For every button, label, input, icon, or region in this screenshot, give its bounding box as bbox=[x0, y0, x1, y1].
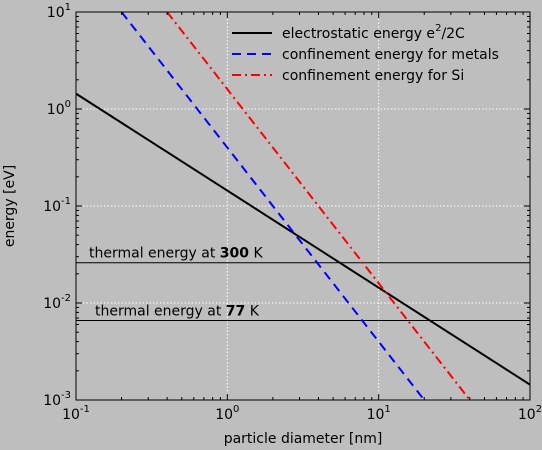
y-tick-label-exp: 1 bbox=[65, 2, 71, 13]
annotation-post: K bbox=[249, 246, 263, 262]
series-line-metals bbox=[120, 12, 426, 400]
annotation-pre: thermal energy at bbox=[95, 304, 226, 320]
y-tick-label: 10-3 bbox=[43, 390, 71, 409]
legend-label-si: confinement energy for Si bbox=[282, 68, 464, 84]
legend-label-sup: 2 bbox=[435, 23, 441, 34]
y-tick-label-base: 10 bbox=[43, 199, 61, 215]
x-tick-label-exp: -1 bbox=[80, 404, 90, 415]
y-tick-label-base: 10 bbox=[47, 102, 65, 118]
annotation-t300: thermal energy at 300 K bbox=[89, 246, 263, 262]
legend: electrostatic energy e2/2C confinement en… bbox=[232, 23, 499, 84]
y-tick-label-exp: 0 bbox=[65, 99, 71, 110]
legend-label-electrostatic: electrostatic energy e2/2C bbox=[282, 23, 465, 42]
x-tick-label: 10-1 bbox=[62, 404, 90, 423]
y-tick-label-base: 10 bbox=[47, 5, 65, 21]
x-tick-label: 101 bbox=[367, 404, 391, 423]
series-line-electrostatic bbox=[76, 92, 530, 386]
y-tick-label: 10-2 bbox=[43, 293, 71, 312]
thermal-lines bbox=[76, 262, 530, 322]
legend-label-tail: /2C bbox=[441, 26, 465, 42]
y-tick-label-exp: -2 bbox=[61, 293, 71, 304]
y-tick-label: 10-1 bbox=[43, 196, 71, 215]
y-tick-label: 100 bbox=[47, 99, 71, 118]
annotation-bold: 300 bbox=[220, 246, 249, 262]
x-tick-label: 102 bbox=[518, 404, 542, 423]
x-tick-label-exp: 1 bbox=[384, 404, 390, 415]
y-tick-label-exp: -1 bbox=[61, 196, 71, 207]
x-tick-label-base: 10 bbox=[367, 407, 385, 423]
x-tick-label-exp: 0 bbox=[233, 404, 239, 415]
annotation-t77: thermal energy at 77 K bbox=[95, 304, 260, 320]
annotation-post: K bbox=[245, 304, 259, 320]
legend-label-metals: confinement energy for metals bbox=[282, 47, 499, 63]
legend-label-main: confinement energy for metals bbox=[282, 47, 499, 63]
y-tick-label-base: 10 bbox=[43, 296, 61, 312]
series-line-si bbox=[166, 12, 471, 400]
legend-label-main: confinement energy for Si bbox=[282, 68, 464, 84]
y-axis-label: energy [eV] bbox=[2, 165, 18, 247]
series-group bbox=[76, 12, 530, 400]
y-tick-label: 101 bbox=[47, 2, 71, 21]
y-tick-label-base: 10 bbox=[43, 393, 61, 409]
x-tick-label-base: 10 bbox=[215, 407, 233, 423]
grid-lines bbox=[76, 12, 530, 400]
x-axis-label: particle diameter [nm] bbox=[224, 431, 383, 447]
plot-frame bbox=[75, 11, 531, 401]
y-tick-label-exp: -3 bbox=[61, 390, 71, 401]
annotation-bold: 77 bbox=[226, 304, 245, 320]
x-tick-label-base: 10 bbox=[518, 407, 536, 423]
legend-label-main: electrostatic energy e bbox=[282, 26, 435, 42]
x-tick-label: 100 bbox=[215, 404, 239, 423]
x-tick-label-base: 10 bbox=[62, 407, 80, 423]
annotation-pre: thermal energy at bbox=[89, 246, 220, 262]
x-tick-label-exp: 2 bbox=[536, 404, 542, 415]
